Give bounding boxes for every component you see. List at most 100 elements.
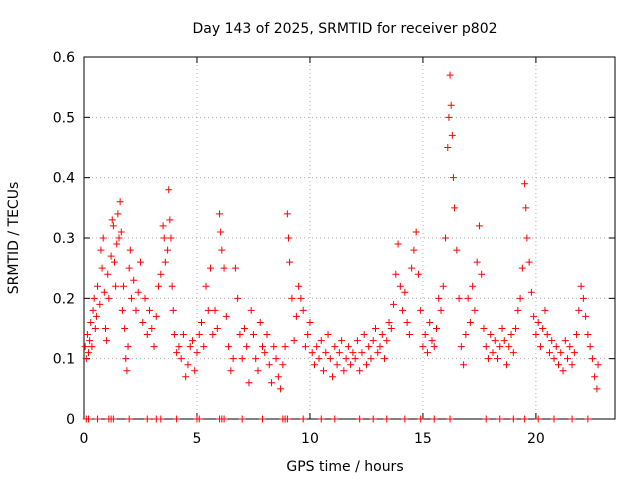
data-point: [111, 258, 119, 266]
data-point: [209, 331, 217, 339]
data-point: [324, 331, 332, 339]
data-point: [259, 343, 267, 351]
data-point: [90, 294, 98, 302]
data-point: [552, 343, 560, 351]
data-point: [376, 343, 384, 351]
data-point: [234, 294, 242, 302]
data-point: [130, 276, 138, 284]
data-point: [469, 282, 477, 290]
data-point: [92, 312, 100, 320]
data-point: [496, 415, 504, 423]
data-point: [265, 361, 273, 369]
data-point: [457, 343, 465, 351]
data-point: [175, 343, 183, 351]
data-point: [356, 367, 364, 375]
data-point: [417, 306, 425, 314]
data-point: [340, 367, 348, 375]
data-point: [521, 180, 529, 188]
data-point: [403, 318, 411, 326]
data-point: [335, 349, 343, 357]
data-point: [442, 234, 450, 242]
data-point: [475, 222, 483, 230]
data-point: [256, 318, 264, 326]
data-point: [432, 325, 440, 332]
y-tick-labels: 0 0.1 0.2 0.3 0.4 0.5 0.6: [53, 50, 75, 428]
data-point: [204, 306, 212, 314]
data-point: [227, 367, 235, 375]
data-point: [290, 337, 298, 345]
data-point: [445, 113, 453, 121]
data-point: [536, 343, 544, 351]
data-point: [322, 349, 330, 357]
data-point: [207, 264, 215, 272]
data-point: [85, 415, 93, 423]
data-point: [211, 306, 219, 314]
data-point: [498, 325, 506, 332]
data-point: [236, 331, 244, 339]
data-point: [446, 415, 454, 423]
data-point: [439, 282, 447, 290]
data-point: [489, 349, 497, 357]
data-point: [462, 331, 470, 339]
data-point: [394, 240, 402, 248]
data-point: [213, 325, 221, 332]
data-point: [141, 294, 149, 302]
data-point: [238, 355, 246, 363]
data-point: [503, 361, 511, 369]
data-point: [108, 216, 116, 224]
data-point: [446, 71, 454, 79]
x-tick-label: 15: [414, 431, 432, 447]
data-point: [387, 325, 395, 332]
data-point: [437, 306, 445, 314]
data-point: [430, 343, 438, 351]
data-point: [466, 318, 474, 326]
data-point: [449, 174, 457, 182]
data-point: [261, 349, 269, 357]
data-point: [270, 343, 278, 351]
data-point: [126, 246, 134, 254]
data-point: [150, 343, 158, 351]
data-point: [412, 228, 420, 236]
data-point: [200, 343, 208, 351]
y-tick-label: 0.6: [53, 50, 75, 66]
data-point: [160, 234, 168, 242]
data-point: [369, 337, 377, 345]
data-point: [331, 415, 339, 423]
data-point: [225, 343, 233, 351]
data-point: [274, 373, 282, 381]
data-point: [220, 415, 228, 423]
data-point: [333, 361, 341, 369]
x-axis-label: GPS time / hours: [286, 459, 403, 475]
data-point: [543, 331, 551, 339]
data-point: [351, 355, 359, 363]
data-point: [317, 337, 325, 345]
data-point: [523, 234, 531, 242]
data-point: [279, 361, 287, 369]
data-point: [161, 258, 169, 266]
x-tick-label: 20: [527, 431, 545, 447]
data-point: [113, 240, 121, 248]
data-point: [545, 349, 553, 357]
data-point: [243, 343, 251, 351]
data-point: [136, 258, 144, 266]
data-point: [342, 355, 350, 363]
data-point: [421, 331, 429, 339]
data-point: [165, 186, 173, 194]
y-tick-label: 0.3: [53, 231, 75, 247]
data-point: [401, 415, 409, 423]
data-point: [518, 264, 526, 272]
data-point: [514, 306, 522, 314]
data-point: [97, 246, 105, 254]
data-point: [550, 415, 558, 423]
data-point: [143, 415, 151, 423]
data-point: [482, 343, 490, 351]
data-point: [188, 337, 196, 345]
data-point: [124, 343, 132, 351]
data-point: [555, 361, 563, 369]
data-point: [191, 367, 199, 375]
data-point: [169, 306, 177, 314]
data-point: [405, 331, 413, 339]
data-point: [91, 325, 99, 332]
data-point: [83, 331, 91, 339]
data-point: [396, 282, 404, 290]
